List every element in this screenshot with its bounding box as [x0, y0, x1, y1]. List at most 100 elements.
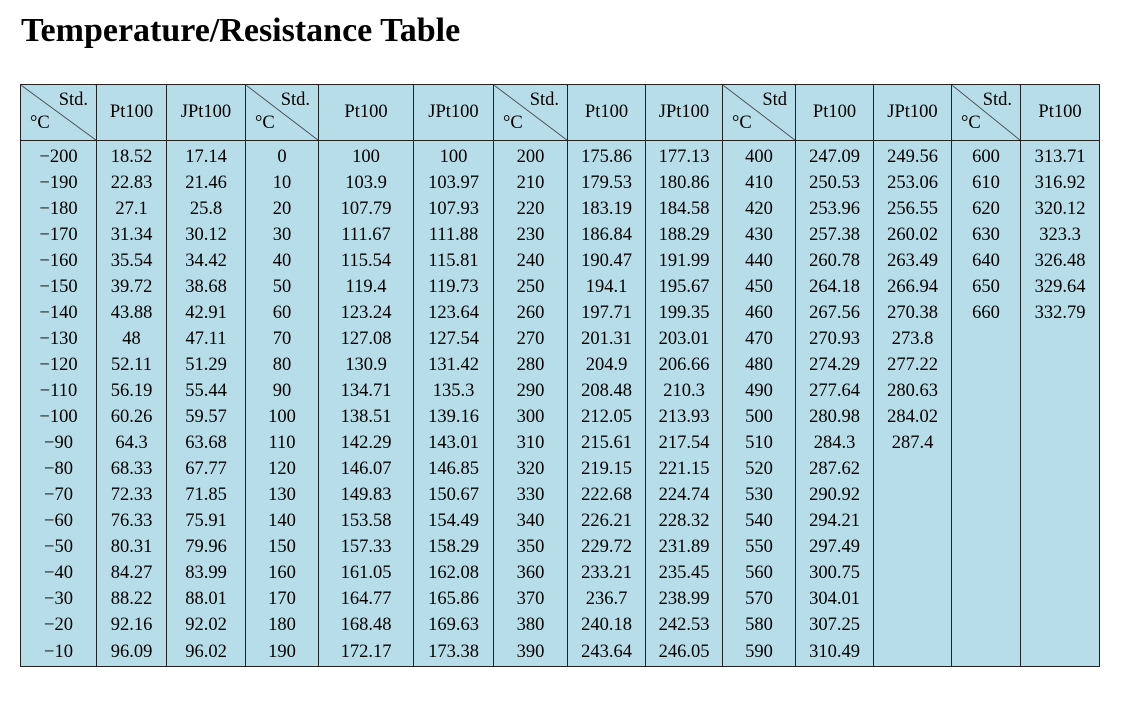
resistance-cell: 277.64	[795, 378, 874, 404]
resistance-cell: 204.9	[567, 352, 646, 378]
resistance-cell: 164.77	[318, 586, 414, 612]
resistance-cell: 221.15	[645, 456, 723, 482]
temperature-cell	[951, 534, 1021, 560]
resistance-cell: 71.85	[166, 482, 246, 508]
resistance-cell: 22.83	[96, 170, 167, 196]
temperature-cell: 140	[245, 508, 319, 534]
unit-label: °C	[255, 113, 275, 133]
table-row: −190 22.83 21.46 10 103.9 103.97 210 179.53 180.…	[20, 170, 1100, 196]
table-row: −150 39.72 38.68 50 119.4 119.73 250 194.1 195.6…	[20, 274, 1100, 300]
temperature-cell: 360	[493, 560, 568, 586]
resistance-cell: 168.48	[318, 612, 414, 638]
temperature-cell: 150	[245, 534, 319, 560]
resistance-cell: 88.01	[166, 586, 246, 612]
resistance-cell: 206.66	[645, 352, 723, 378]
resistance-cell: 274.29	[795, 352, 874, 378]
temperature-cell: 600	[951, 140, 1021, 170]
resistance-cell: 212.05	[567, 404, 646, 430]
temperature-cell: 0	[245, 140, 319, 170]
temperature-cell: 480	[722, 352, 796, 378]
column-header: Pt100	[1020, 84, 1100, 141]
std-label: Std.	[982, 90, 1012, 110]
unit-label: °C	[30, 113, 50, 133]
temperature-cell: 60	[245, 300, 319, 326]
resistance-cell: 307.25	[795, 612, 874, 638]
temperature-cell	[951, 430, 1021, 456]
std-label: Std.	[280, 90, 310, 110]
resistance-cell: 177.13	[645, 140, 723, 170]
resistance-cell: 208.48	[567, 378, 646, 404]
resistance-cell: 63.68	[166, 430, 246, 456]
column-header: JPt100	[413, 84, 494, 141]
temperature-cell: 370	[493, 586, 568, 612]
unit-label: °C	[732, 113, 752, 133]
resistance-cell: 217.54	[645, 430, 723, 456]
temperature-cell: −40	[20, 560, 97, 586]
table-row: −120 52.11 51.29 80 130.9 131.42 280 204.9 206.6…	[20, 352, 1100, 378]
temperature-cell: 380	[493, 612, 568, 638]
temperature-cell: 40	[245, 248, 319, 274]
std-label: Std.	[58, 90, 88, 110]
table-row: −40 84.27 83.99 160 161.05 162.08 360 233.21 235…	[20, 560, 1100, 586]
temperature-cell: −170	[20, 222, 97, 248]
column-header: Pt100	[96, 84, 167, 141]
temperature-cell: 190	[245, 638, 319, 667]
temperature-cell: 520	[722, 456, 796, 482]
temperature-cell: −140	[20, 300, 97, 326]
resistance-cell: 146.85	[413, 456, 494, 482]
resistance-cell: 222.68	[567, 482, 646, 508]
temperature-cell: 260	[493, 300, 568, 326]
resistance-cell: 119.73	[413, 274, 494, 300]
resistance-cell: 231.89	[645, 534, 723, 560]
resistance-table: Std. °C Pt100 JPt100 Std. °C Pt100 JPt100 Std. °C…	[20, 84, 1100, 667]
resistance-cell: 246.05	[645, 638, 723, 667]
resistance-cell: 143.01	[413, 430, 494, 456]
std-header: Std °C	[722, 84, 796, 141]
resistance-cell: 210.3	[645, 378, 723, 404]
resistance-cell	[1020, 326, 1100, 352]
resistance-cell: 42.91	[166, 300, 246, 326]
resistance-cell: 179.53	[567, 170, 646, 196]
temperature-cell: 300	[493, 404, 568, 430]
resistance-cell: 153.58	[318, 508, 414, 534]
temperature-cell	[951, 378, 1021, 404]
resistance-cell: 92.16	[96, 612, 167, 638]
resistance-cell: 284.3	[795, 430, 874, 456]
temperature-cell: 90	[245, 378, 319, 404]
resistance-cell: 115.54	[318, 248, 414, 274]
temperature-cell: 330	[493, 482, 568, 508]
resistance-cell	[1020, 560, 1100, 586]
resistance-cell: 100	[413, 140, 494, 170]
temperature-cell: 510	[722, 430, 796, 456]
table-row: −70 72.33 71.85 130 149.83 150.67 330 222.68 224…	[20, 482, 1100, 508]
resistance-cell: 263.49	[873, 248, 952, 274]
temperature-cell: 550	[722, 534, 796, 560]
resistance-cell: 107.93	[413, 196, 494, 222]
resistance-cell: 233.21	[567, 560, 646, 586]
resistance-cell: 39.72	[96, 274, 167, 300]
temperature-cell: −150	[20, 274, 97, 300]
table-row: −140 43.88 42.91 60 123.24 123.64 260 197.71 199…	[20, 300, 1100, 326]
table-row: −170 31.34 30.12 30 111.67 111.88 230 186.84 188…	[20, 222, 1100, 248]
temperature-cell: 270	[493, 326, 568, 352]
resistance-cell: 257.38	[795, 222, 874, 248]
resistance-cell: 30.12	[166, 222, 246, 248]
resistance-cell: 300.75	[795, 560, 874, 586]
resistance-cell: 242.53	[645, 612, 723, 638]
table-row: −80 68.33 67.77 120 146.07 146.85 320 219.15 221…	[20, 456, 1100, 482]
temperature-cell: −90	[20, 430, 97, 456]
resistance-cell	[1020, 456, 1100, 482]
temperature-cell: 110	[245, 430, 319, 456]
temperature-cell: 120	[245, 456, 319, 482]
resistance-cell: 186.84	[567, 222, 646, 248]
temperature-cell: −200	[20, 140, 97, 170]
temperature-cell	[951, 586, 1021, 612]
column-header: JPt100	[873, 84, 952, 141]
temperature-cell: 650	[951, 274, 1021, 300]
resistance-cell	[1020, 612, 1100, 638]
temperature-cell	[951, 560, 1021, 586]
temperature-cell: −110	[20, 378, 97, 404]
resistance-cell: 111.88	[413, 222, 494, 248]
header-row: Std. °C Pt100 JPt100 Std. °C Pt100 JPt100 Std. °C…	[20, 84, 1100, 141]
unit-label: °C	[961, 113, 981, 133]
